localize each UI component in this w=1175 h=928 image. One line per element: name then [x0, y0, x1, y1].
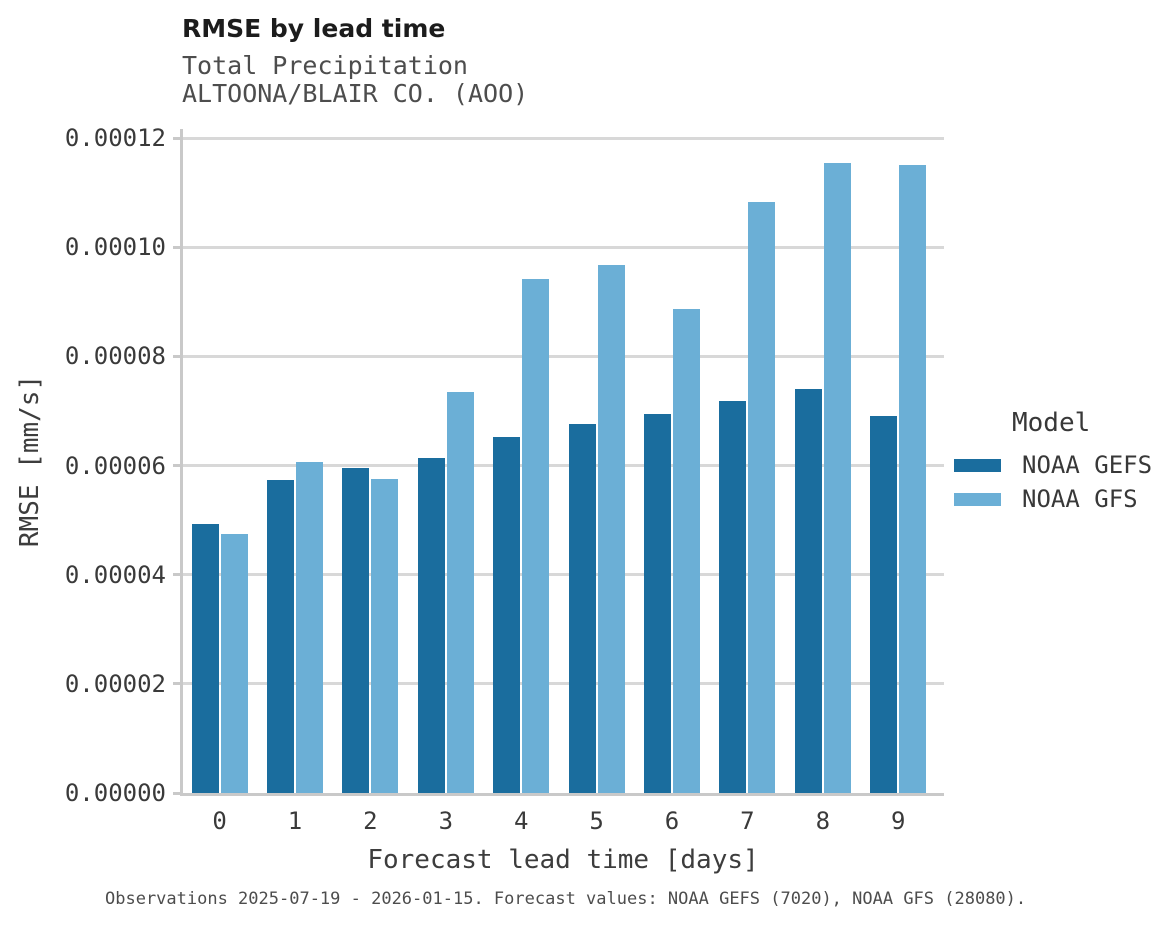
x-tick-label-8: 8 — [815, 807, 831, 835]
bar-noaa-gfs-lead-3 — [446, 391, 474, 793]
caption: Observations 2025-07-19 - 2026-01-15. Fo… — [105, 889, 1027, 909]
legend-entry-noaa-gfs: NOAA GFS — [954, 482, 1175, 516]
y-tick-label-0.00008: 0.00008 — [64, 342, 166, 371]
bar-noaa-gefs-lead-5 — [568, 424, 596, 793]
legend-title: Model — [1012, 408, 1091, 438]
y-tick-label-0.00010: 0.00010 — [64, 233, 166, 262]
x-tick-label-2: 2 — [363, 807, 378, 835]
bar-noaa-gfs-lead-2 — [371, 479, 399, 793]
gridline-y-0.00002 — [183, 682, 944, 686]
gridline-y-0.00006 — [183, 464, 944, 467]
y-tick-0.00006 — [173, 464, 182, 467]
bar-noaa-gefs-lead-6 — [644, 413, 671, 793]
chart-subtitle-station: ALTOONA/BLAIR CO. (AOO) — [182, 79, 529, 108]
bar-noaa-gfs-lead-0 — [220, 533, 248, 793]
y-tick-label-0.00000: 0.00000 — [64, 779, 166, 807]
y-tick-label-0.00004: 0.00004 — [64, 560, 166, 589]
x-tick-label-1: 1 — [287, 807, 303, 835]
y-tick-0.00010 — [173, 245, 182, 249]
bar-noaa-gfs-lead-4 — [522, 278, 550, 793]
x-axis-line — [180, 793, 944, 796]
noaa-gefs-swatch — [954, 458, 1001, 472]
x-tick-label-7: 7 — [740, 807, 755, 835]
x-tick-label-4: 4 — [513, 807, 529, 835]
chart-subtitle-variable: Total Precipitation — [182, 51, 468, 80]
bar-noaa-gefs-lead-0 — [191, 524, 219, 793]
x-tick-label-9: 9 — [890, 807, 906, 835]
bar-noaa-gfs-lead-1 — [296, 462, 323, 793]
bar-noaa-gefs-lead-9 — [870, 416, 898, 793]
bar-noaa-gefs-lead-3 — [417, 457, 445, 793]
bar-noaa-gefs-lead-2 — [342, 467, 370, 793]
bar-noaa-gfs-lead-9 — [899, 165, 927, 793]
y-axis-title: RMSE [mm/s] — [15, 374, 45, 548]
legend: Model NOAA GEFS NOAA GFS — [954, 408, 1175, 516]
bar-noaa-gefs-lead-1 — [267, 480, 294, 793]
y-tick-0.00008 — [173, 354, 182, 358]
x-tick-label-6: 6 — [664, 807, 680, 835]
y-axis-line — [180, 129, 183, 796]
y-tick-0.00000 — [173, 791, 182, 795]
bar-noaa-gfs-lead-8 — [823, 162, 851, 793]
gridline-y-0.00012 — [183, 136, 944, 140]
y-tick-label-0.00002: 0.00002 — [64, 669, 166, 698]
gridline-y-0.00004 — [183, 573, 944, 577]
gridline-y-0.00008 — [183, 354, 944, 358]
x-tick-label-5: 5 — [589, 807, 604, 835]
bar-noaa-gfs-lead-7 — [748, 201, 776, 793]
title-block: RMSE by lead time Total Precipitation AL… — [182, 14, 528, 108]
noaa-gefs-label: NOAA GEFS — [1022, 451, 1153, 479]
y-tick-label-0.00012: 0.00012 — [64, 124, 166, 152]
y-tick-0.00004 — [173, 573, 182, 577]
bar-noaa-gefs-lead-7 — [719, 400, 747, 793]
noaa-gfs-label: NOAA GFS — [1022, 485, 1138, 513]
legend-entry-noaa-gefs: NOAA GEFS — [954, 448, 1175, 482]
x-axis-title: Forecast lead time [days] — [367, 845, 759, 875]
x-tick-label-3: 3 — [438, 807, 454, 835]
bar-noaa-gefs-lead-4 — [493, 436, 521, 793]
y-tick-0.00002 — [173, 682, 182, 686]
chart-title: RMSE by lead time — [182, 14, 446, 43]
y-tick-label-0.00006: 0.00006 — [64, 451, 166, 480]
x-tick-label-0: 0 — [212, 807, 227, 835]
bar-noaa-gefs-lead-8 — [794, 389, 822, 793]
gridline-y-0.0001 — [183, 245, 944, 249]
bar-noaa-gfs-lead-6 — [673, 309, 700, 793]
y-tick-0.00012 — [173, 136, 182, 140]
noaa-gfs-swatch — [954, 492, 1001, 506]
bar-noaa-gfs-lead-5 — [597, 265, 625, 793]
